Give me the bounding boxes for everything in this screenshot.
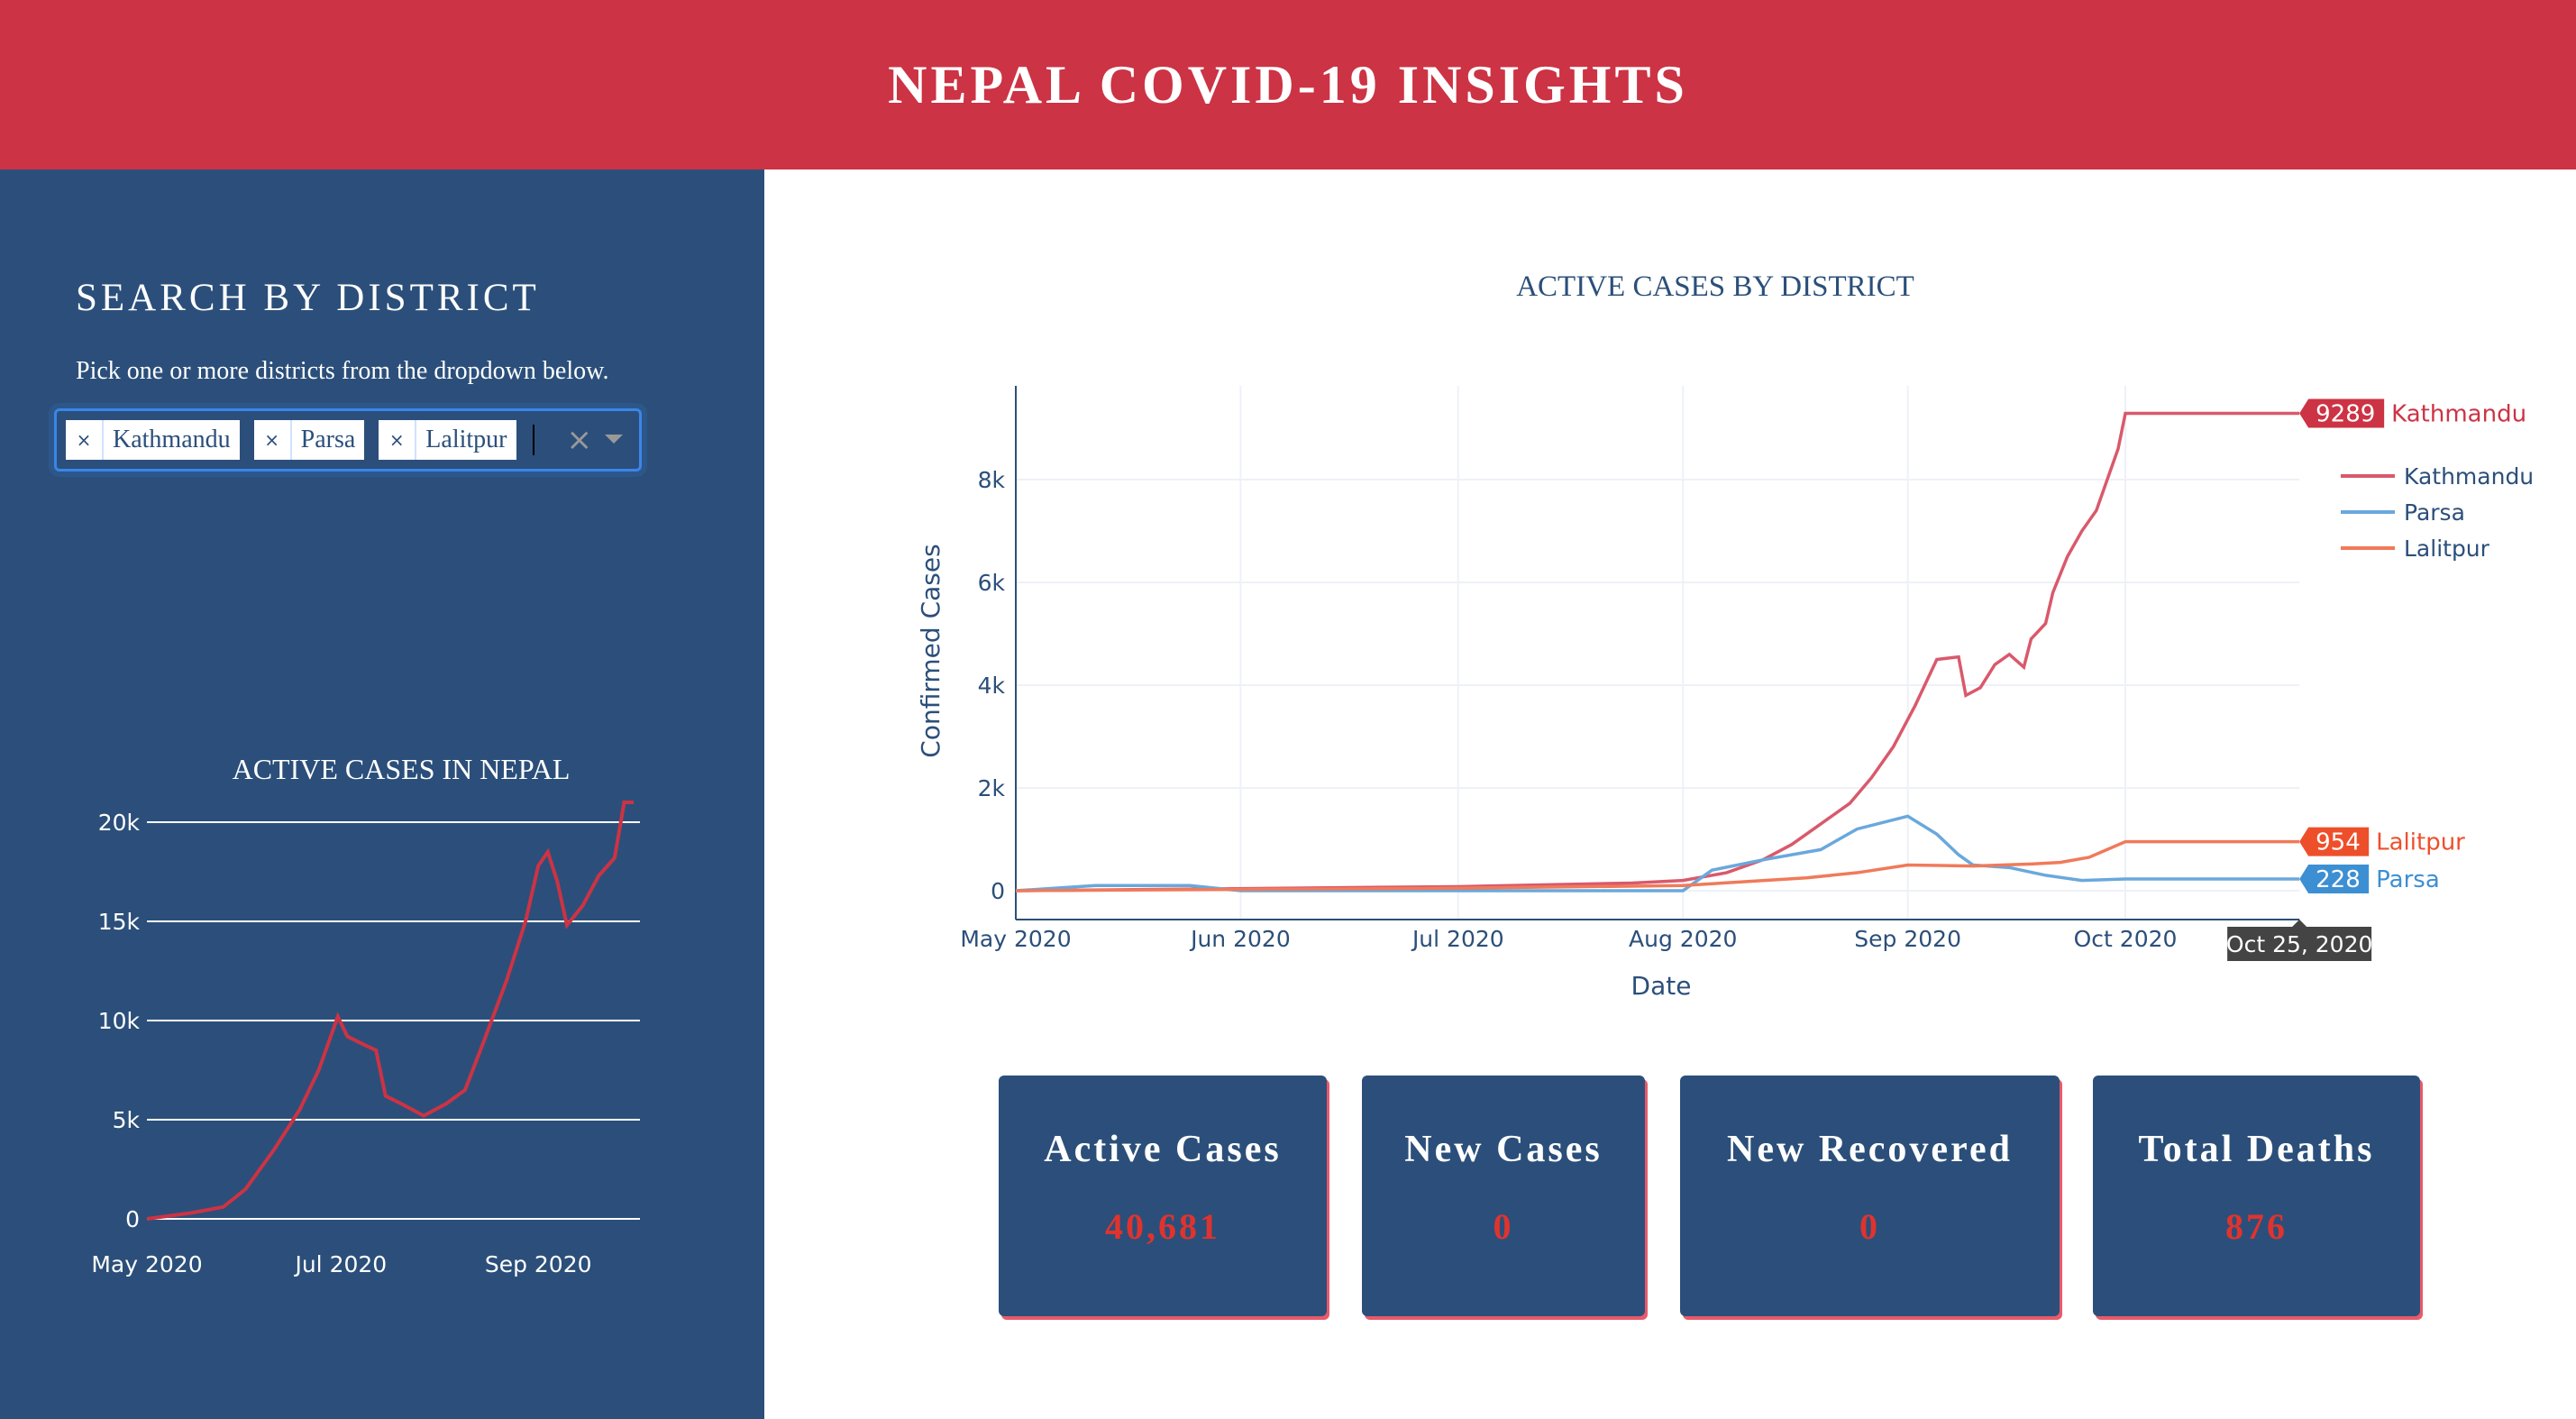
card-new-cases: New Cases 0: [1362, 1076, 1645, 1316]
nepal-series-line: [146, 801, 635, 1221]
x-tick-label: May 2020: [91, 1251, 202, 1277]
y-tick-label: 8k: [978, 467, 1006, 493]
remove-icon[interactable]: ×: [66, 420, 104, 460]
x-axis-title: Date: [1631, 971, 1692, 1001]
hover-label-box: [2299, 398, 2385, 428]
x-tick-label: May 2020: [960, 926, 1071, 952]
text-cursor: [532, 425, 534, 455]
card-total-deaths: Total Deaths 876: [2093, 1076, 2420, 1316]
x-tick-label: Aug 2020: [1629, 926, 1737, 952]
search-title: SEARCH BY DISTRICT: [76, 277, 540, 319]
chevron-down-icon[interactable]: [605, 435, 623, 444]
card-value: 40,681: [1105, 1206, 1220, 1247]
chip-label: Kathmandu: [113, 426, 231, 453]
x-tick-label: Sep 2020: [485, 1251, 592, 1277]
chart-title: ACTIVE CASES IN NEPAL: [233, 753, 571, 785]
search-subtitle: Pick one or more districts from the drop…: [76, 357, 609, 385]
chart-title: ACTIVE CASES BY DISTRICT: [1516, 270, 1914, 303]
y-tick-label: 6k: [978, 570, 1006, 596]
legend-label: Lalitpur: [2404, 536, 2490, 562]
chip-parsa: × Parsa: [253, 420, 365, 460]
series-line-kathmandu: [1015, 411, 2300, 893]
hover-value: 228: [2316, 866, 2361, 893]
hover-series-name: Kathmandu: [2391, 401, 2526, 428]
y-tick-label: 2k: [978, 775, 1006, 801]
card-value: 876: [2225, 1206, 2288, 1247]
card-title: Total Deaths: [2138, 1129, 2375, 1170]
y-tick-label: 10k: [98, 1008, 141, 1034]
x-tick-label: Jul 2020: [1411, 926, 1504, 952]
y-tick-label: 4k: [978, 673, 1006, 699]
clear-icon[interactable]: ×: [566, 422, 593, 458]
card-value: 0: [1493, 1206, 1514, 1247]
legend-label: Parsa: [2404, 499, 2465, 526]
series-line-lalitpur: [1015, 839, 2300, 893]
x-tick-label: Jun 2020: [1189, 926, 1291, 952]
x-tick-label: Sep 2020: [1854, 926, 1961, 952]
hover-value: 954: [2316, 829, 2361, 856]
y-tick-label: 20k: [98, 810, 141, 836]
chip-label: Parsa: [300, 426, 356, 453]
y-tick-label: 0: [125, 1206, 140, 1232]
chip-lalitpur: × Lalitpur: [379, 420, 516, 460]
sidebar: SEARCH BY DISTRICT Pick one or more dist…: [0, 169, 764, 1419]
hover-date-pointer: [2292, 920, 2307, 927]
card-title: New Cases: [1404, 1129, 1603, 1170]
y-tick-label: 15k: [98, 909, 141, 935]
hover-series-name: Parsa: [2376, 866, 2440, 893]
series-line-parsa: [1015, 814, 2300, 893]
hover-date-box: [2227, 927, 2372, 961]
card-title: New Recovered: [1727, 1129, 2013, 1170]
remove-icon[interactable]: ×: [254, 420, 292, 460]
y-axis-title: Confirmed Cases: [916, 544, 945, 757]
app-header: NEPAL COVID-19 INSIGHTS: [0, 0, 2576, 169]
app-title: NEPAL COVID-19 INSIGHTS: [888, 54, 1688, 114]
card-active-cases: Active Cases 40,681: [999, 1076, 1327, 1316]
y-tick-label: 5k: [113, 1107, 141, 1133]
card-title: Active Cases: [1044, 1129, 1282, 1170]
district-dropdown[interactable]: × Kathmandu × Parsa × Lalitpur ×: [54, 408, 642, 471]
x-tick-label: Jul 2020: [293, 1251, 387, 1277]
card-value: 0: [1859, 1206, 1880, 1247]
chip-kathmandu: × Kathmandu: [66, 420, 240, 460]
chip-label: Lalitpur: [425, 426, 507, 453]
district-chart: ACTIVE CASES BY DISTRICT 0 2k 4k 6k 8k May 202…: [916, 270, 2534, 1001]
hover-date: Oct 25, 2020: [2226, 931, 2373, 957]
hover-series-name: Lalitpur: [2376, 829, 2465, 856]
hover-value: 9289: [2316, 401, 2375, 428]
hover-label-box: [2299, 827, 2370, 856]
x-tick-label: Oct 2020: [2074, 926, 2178, 952]
legend-label: Kathmandu: [2404, 463, 2534, 490]
card-new-recovered: New Recovered 0: [1680, 1076, 2060, 1316]
nepal-chart: ACTIVE CASES IN NEPAL 0 5k 10k 15k 20k May 202…: [91, 753, 640, 1277]
hover-label-box: [2299, 865, 2370, 894]
y-tick-label: 0: [991, 878, 1005, 904]
remove-icon[interactable]: ×: [379, 420, 417, 460]
